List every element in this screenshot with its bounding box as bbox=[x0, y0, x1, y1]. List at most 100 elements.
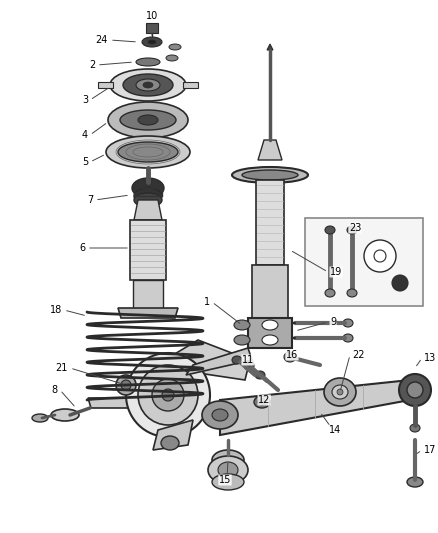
Polygon shape bbox=[183, 82, 198, 88]
Ellipse shape bbox=[161, 436, 179, 450]
Ellipse shape bbox=[407, 477, 423, 487]
Ellipse shape bbox=[392, 275, 408, 291]
Ellipse shape bbox=[51, 409, 79, 421]
Ellipse shape bbox=[410, 424, 420, 432]
Polygon shape bbox=[173, 340, 250, 380]
Ellipse shape bbox=[202, 401, 238, 429]
Ellipse shape bbox=[148, 40, 156, 44]
Ellipse shape bbox=[169, 44, 181, 50]
Ellipse shape bbox=[106, 136, 190, 168]
Polygon shape bbox=[267, 44, 273, 50]
Text: 22: 22 bbox=[352, 350, 364, 360]
Ellipse shape bbox=[126, 353, 210, 437]
Text: 24: 24 bbox=[95, 35, 108, 45]
Text: 4: 4 bbox=[82, 130, 88, 140]
Bar bbox=[305, 218, 423, 306]
Ellipse shape bbox=[138, 115, 158, 125]
Ellipse shape bbox=[262, 320, 278, 330]
Ellipse shape bbox=[332, 385, 348, 399]
Ellipse shape bbox=[255, 371, 265, 379]
Ellipse shape bbox=[343, 334, 353, 342]
Ellipse shape bbox=[136, 58, 160, 66]
Ellipse shape bbox=[110, 69, 186, 101]
Ellipse shape bbox=[234, 320, 250, 330]
Ellipse shape bbox=[116, 375, 136, 395]
Ellipse shape bbox=[208, 456, 248, 484]
Polygon shape bbox=[98, 82, 113, 88]
Ellipse shape bbox=[262, 335, 278, 345]
Ellipse shape bbox=[284, 352, 296, 362]
Ellipse shape bbox=[254, 396, 270, 408]
Ellipse shape bbox=[212, 474, 244, 490]
Text: 6: 6 bbox=[79, 243, 85, 253]
Bar bbox=[256, 180, 284, 265]
Text: 9: 9 bbox=[330, 317, 336, 327]
Ellipse shape bbox=[242, 170, 298, 180]
Ellipse shape bbox=[347, 289, 357, 297]
Ellipse shape bbox=[399, 374, 431, 406]
Bar bbox=[133, 280, 163, 310]
Text: 5: 5 bbox=[82, 157, 88, 167]
Polygon shape bbox=[153, 420, 193, 450]
Ellipse shape bbox=[162, 389, 174, 401]
Bar bbox=[252, 265, 288, 320]
Ellipse shape bbox=[325, 226, 335, 234]
Ellipse shape bbox=[218, 462, 238, 478]
Text: 23: 23 bbox=[349, 223, 361, 233]
Ellipse shape bbox=[337, 389, 343, 395]
Ellipse shape bbox=[108, 102, 188, 138]
Polygon shape bbox=[134, 200, 162, 220]
Polygon shape bbox=[118, 308, 178, 318]
Text: 7: 7 bbox=[87, 195, 93, 205]
Polygon shape bbox=[258, 140, 282, 160]
Text: 15: 15 bbox=[219, 475, 231, 485]
Ellipse shape bbox=[212, 409, 228, 421]
Ellipse shape bbox=[234, 335, 250, 345]
Ellipse shape bbox=[118, 142, 178, 162]
Text: 11: 11 bbox=[242, 355, 254, 365]
Ellipse shape bbox=[142, 37, 162, 47]
Text: 10: 10 bbox=[146, 11, 158, 21]
Ellipse shape bbox=[32, 414, 48, 422]
Ellipse shape bbox=[244, 362, 254, 370]
Text: 8: 8 bbox=[52, 385, 58, 395]
Ellipse shape bbox=[232, 167, 308, 183]
Ellipse shape bbox=[166, 55, 178, 61]
Ellipse shape bbox=[136, 79, 160, 91]
Text: 18: 18 bbox=[50, 305, 62, 315]
Ellipse shape bbox=[258, 399, 266, 405]
Ellipse shape bbox=[138, 365, 198, 425]
Polygon shape bbox=[220, 380, 410, 435]
Ellipse shape bbox=[407, 382, 423, 398]
Ellipse shape bbox=[121, 380, 131, 390]
Ellipse shape bbox=[325, 289, 335, 297]
Text: 17: 17 bbox=[424, 445, 436, 455]
Ellipse shape bbox=[132, 178, 164, 198]
Text: 2: 2 bbox=[89, 60, 95, 70]
Polygon shape bbox=[88, 398, 198, 408]
Text: 21: 21 bbox=[56, 363, 68, 373]
Ellipse shape bbox=[134, 193, 162, 207]
Ellipse shape bbox=[123, 74, 173, 96]
Ellipse shape bbox=[152, 379, 184, 411]
Ellipse shape bbox=[364, 240, 396, 272]
Ellipse shape bbox=[143, 82, 153, 88]
Ellipse shape bbox=[120, 110, 176, 130]
Text: 16: 16 bbox=[286, 350, 298, 360]
Bar bbox=[130, 220, 166, 280]
Ellipse shape bbox=[374, 250, 386, 262]
Ellipse shape bbox=[134, 188, 162, 204]
Text: 12: 12 bbox=[258, 395, 270, 405]
Ellipse shape bbox=[232, 356, 242, 364]
Polygon shape bbox=[248, 318, 292, 348]
Text: 1: 1 bbox=[204, 297, 210, 307]
Polygon shape bbox=[186, 348, 252, 375]
Text: 13: 13 bbox=[424, 353, 436, 363]
Ellipse shape bbox=[343, 319, 353, 327]
Polygon shape bbox=[146, 23, 158, 33]
Ellipse shape bbox=[324, 378, 356, 406]
Text: 19: 19 bbox=[330, 267, 342, 277]
Ellipse shape bbox=[347, 226, 357, 234]
Text: 3: 3 bbox=[82, 95, 88, 105]
Text: 14: 14 bbox=[329, 425, 341, 435]
